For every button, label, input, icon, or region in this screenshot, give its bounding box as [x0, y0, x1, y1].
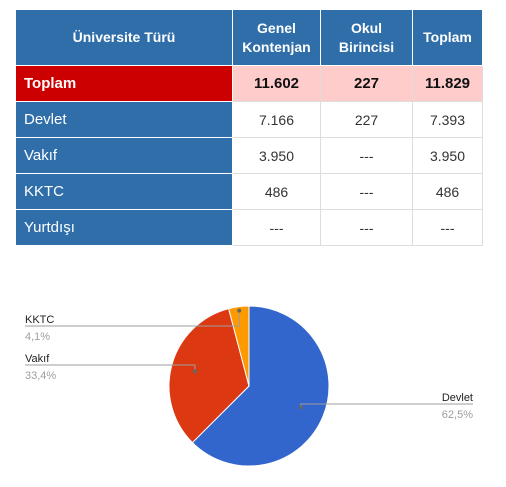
- table-row-kktc: KKTC 486 --- 486: [15, 173, 483, 210]
- cell-okul: ---: [320, 137, 413, 174]
- pie-slice-devlet: [191, 305, 330, 467]
- row-label: Vakıf: [15, 137, 233, 174]
- header-genel-kontenjan: Genel Kontenjan: [232, 9, 321, 66]
- header-toplam: Toplam: [412, 9, 483, 66]
- cell-toplam: ---: [412, 209, 483, 246]
- cell-okul: ---: [320, 173, 413, 210]
- row-label: Toplam: [15, 65, 233, 102]
- table-header-row: Üniversite Türü Genel Kontenjan Okul Birin…: [15, 9, 483, 66]
- cell-genel: 486: [232, 173, 321, 210]
- legend-label-kktc: KKTC: [25, 314, 54, 326]
- cell-okul: 227: [320, 101, 413, 138]
- table-row-yurtdisi: Yurtdışı --- --- ---: [15, 209, 483, 246]
- quota-table: Üniversite Türü Genel Kontenjan Okul Birin…: [15, 9, 483, 246]
- legend-label-devlet: Devlet: [442, 392, 473, 404]
- row-label: KKTC: [15, 173, 233, 210]
- percent-label-devlet: 62,5%: [442, 409, 473, 421]
- cell-toplam: 11.829: [412, 65, 483, 102]
- legend-label-vakıf: Vakıf: [25, 353, 50, 365]
- header-universite-turu: Üniversite Türü: [15, 9, 233, 66]
- percent-label-kktc: 4,1%: [25, 331, 50, 343]
- pie-chart: Devlet 62,5% Vakıf 33,4% KKTC 4,1%: [0, 290, 506, 480]
- leader-dot-kktc: [237, 308, 242, 313]
- cell-toplam: 486: [412, 173, 483, 210]
- header-okul-birincisi: Okul Birincisi: [320, 9, 413, 66]
- row-label: Yurtdışı: [15, 209, 233, 246]
- leader-dot-devlet: [298, 405, 303, 410]
- cell-genel: 3.950: [232, 137, 321, 174]
- table-row-devlet: Devlet 7.166 227 7.393: [15, 101, 483, 138]
- cell-genel: 11.602: [232, 65, 321, 102]
- leader-dot-vakıf: [192, 369, 197, 374]
- cell-genel: ---: [232, 209, 321, 246]
- table-row-vakif: Vakıf 3.950 --- 3.950: [15, 137, 483, 174]
- leader-line-vakıf: [25, 364, 196, 372]
- table-row-toplam: Toplam 11.602 227 11.829: [15, 65, 483, 102]
- percent-label-vakıf: 33,4%: [25, 370, 56, 382]
- pie-chart-svg: Devlet 62,5% Vakıf 33,4% KKTC 4,1%: [25, 305, 473, 467]
- cell-okul: ---: [320, 209, 413, 246]
- cell-genel: 7.166: [232, 101, 321, 138]
- leader-line-kktc: [25, 310, 240, 327]
- cell-toplam: 3.950: [412, 137, 483, 174]
- cell-okul: 227: [320, 65, 413, 102]
- cell-toplam: 7.393: [412, 101, 483, 138]
- row-label: Devlet: [15, 101, 233, 138]
